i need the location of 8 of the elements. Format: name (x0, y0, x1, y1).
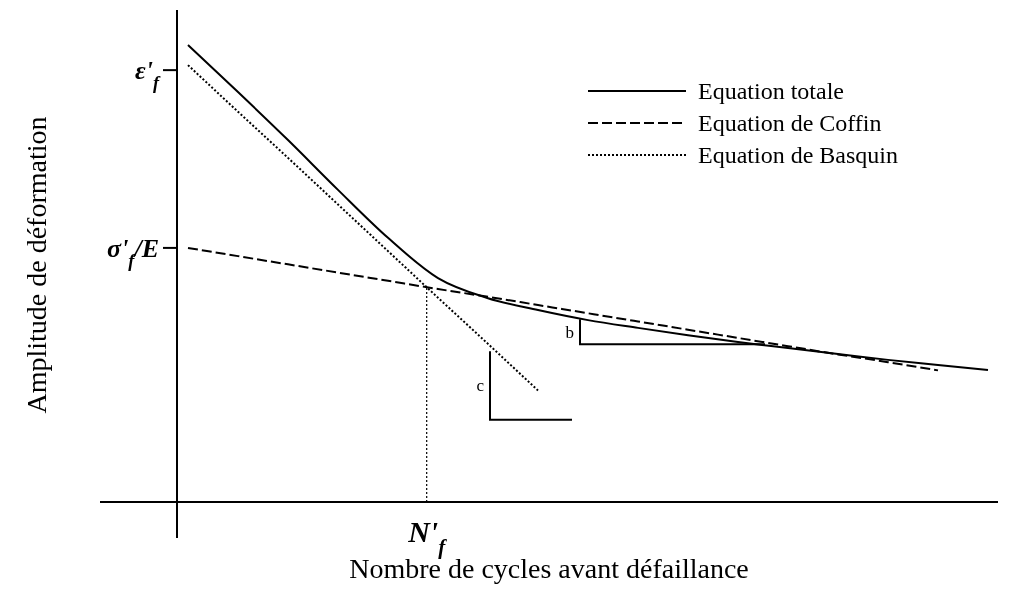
y-axis-title: Amplitude de déformation (21, 116, 52, 414)
annotation: c (476, 376, 485, 396)
text: σ'$_{f}$/E (107, 233, 159, 271)
legend-label: Equation de Basquin (698, 142, 898, 168)
legend-label: Equation de Coffin (698, 110, 882, 136)
legend-label: Equation totale (698, 78, 844, 104)
text: ε'$_{f}$ (135, 56, 161, 94)
annotation: b (565, 322, 574, 342)
